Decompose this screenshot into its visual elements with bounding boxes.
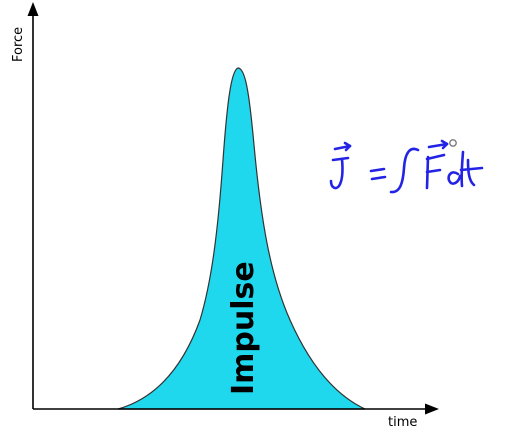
- handwritten-formula-icon: [329, 139, 484, 194]
- impulse-label: Impulse: [226, 261, 261, 395]
- x-axis-arrow-icon: [425, 403, 439, 415]
- y-axis-label: Force: [11, 27, 26, 62]
- ink-dot: [449, 139, 457, 147]
- x-axis-label: time: [388, 415, 417, 430]
- impulse-area: [117, 67, 366, 410]
- y-axis-arrow-icon: [27, 2, 39, 16]
